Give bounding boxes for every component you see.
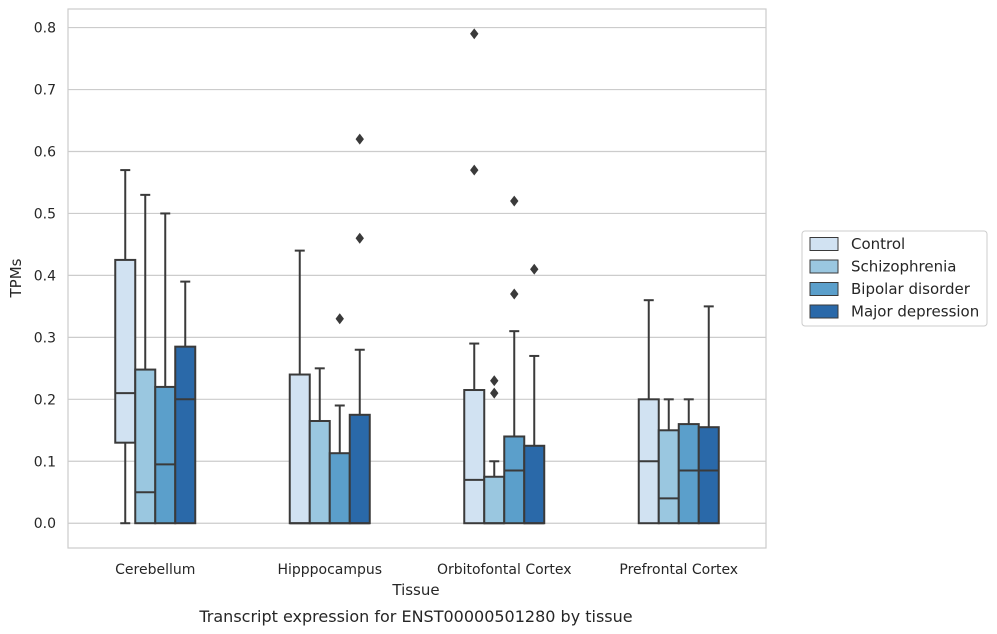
y-tick-label: 0.4 bbox=[34, 268, 56, 284]
box-prefrontal-cortex-bipolar-disorder bbox=[677, 398, 700, 525]
chart-caption: Transcript expression for ENST0000050128… bbox=[198, 607, 632, 626]
legend: Control Schizophrenia Bipolar disorder Majo… bbox=[801, 230, 988, 327]
outlier-point bbox=[470, 164, 479, 176]
box-orbitofontal-cortex-control bbox=[463, 28, 486, 525]
box-hipppocampus-schizophrenia bbox=[308, 367, 331, 525]
y-tick-label: 0.1 bbox=[34, 454, 56, 470]
y-tick-label: 0.5 bbox=[34, 206, 56, 222]
y-tick-label: 0.6 bbox=[34, 144, 56, 160]
box-body bbox=[503, 435, 526, 525]
outlier-point bbox=[510, 195, 519, 207]
box-cerebellum-schizophrenia bbox=[134, 193, 157, 525]
legend-swatch bbox=[809, 259, 839, 274]
x-tick-label: Cerebellum bbox=[115, 562, 195, 578]
y-tick-label: 0.7 bbox=[34, 83, 56, 99]
x-tick-label: Hipppocampus bbox=[277, 562, 382, 578]
box-hipppocampus-control bbox=[288, 249, 311, 525]
box-hipppocampus-major-depression bbox=[348, 133, 371, 525]
box-body bbox=[463, 389, 486, 525]
boxes bbox=[114, 28, 720, 525]
box-body bbox=[697, 426, 720, 525]
y-tick-label: 0.8 bbox=[34, 21, 56, 37]
box-orbitofontal-cortex-bipolar-disorder bbox=[503, 195, 526, 525]
legend-label: Schizophrenia bbox=[851, 258, 956, 276]
outlier-point bbox=[335, 313, 344, 325]
outlier-point bbox=[470, 28, 479, 40]
legend-swatch bbox=[809, 304, 839, 319]
box-body bbox=[523, 444, 546, 525]
y-tick-labels: 0.0 0.1 0.2 0.3 0.4 0.5 0.6 0.7 0.8 bbox=[34, 21, 56, 533]
outlier-point bbox=[355, 133, 364, 145]
legend-frame bbox=[801, 230, 988, 327]
outlier-point bbox=[490, 375, 499, 387]
box-body bbox=[677, 423, 700, 525]
box-hipppocampus-bipolar-disorder bbox=[328, 313, 351, 525]
x-axis-title: Tissue bbox=[391, 581, 439, 599]
box-body bbox=[348, 413, 371, 525]
box-body bbox=[174, 345, 197, 525]
outlier-point bbox=[355, 232, 364, 244]
plot-frame bbox=[67, 8, 767, 549]
y-axis-title: TPMs bbox=[7, 258, 25, 298]
legend-label: Bipolar disorder bbox=[851, 280, 971, 298]
legend-label: Major depression bbox=[851, 303, 979, 321]
box-body bbox=[483, 475, 506, 525]
box-prefrontal-cortex-major-depression bbox=[697, 305, 720, 525]
box-body bbox=[657, 429, 680, 525]
x-tick-label: Orbitofontal Cortex bbox=[437, 562, 572, 578]
legend-label: Control bbox=[851, 235, 905, 253]
box-orbitofontal-cortex-major-depression bbox=[523, 263, 546, 525]
box-cerebellum-control bbox=[114, 169, 137, 525]
outlier-point bbox=[510, 288, 519, 300]
box-orbitofontal-cortex-schizophrenia bbox=[483, 375, 506, 525]
box-body bbox=[328, 452, 351, 525]
box-body bbox=[114, 258, 137, 444]
x-tick-label: Prefrontal Cortex bbox=[619, 562, 738, 578]
box-body bbox=[288, 373, 311, 525]
box-cerebellum-bipolar-disorder bbox=[154, 212, 177, 525]
box-body bbox=[154, 385, 177, 525]
legend-swatch bbox=[809, 237, 839, 251]
legend-swatch bbox=[809, 282, 839, 296]
y-tick-label: 0.0 bbox=[34, 516, 56, 532]
outlier-point bbox=[490, 387, 499, 399]
y-tick-label: 0.3 bbox=[34, 330, 56, 346]
box-body bbox=[134, 368, 157, 525]
outlier-point bbox=[530, 263, 539, 275]
y-tick-label: 0.2 bbox=[34, 392, 56, 408]
box-prefrontal-cortex-schizophrenia bbox=[657, 398, 680, 525]
x-tick-labels: Cerebellum Hipppocampus Orbitofontal Corte… bbox=[115, 562, 738, 578]
box-body bbox=[308, 419, 331, 525]
box-cerebellum-major-depression bbox=[174, 280, 197, 525]
box-prefrontal-cortex-control bbox=[637, 299, 660, 525]
